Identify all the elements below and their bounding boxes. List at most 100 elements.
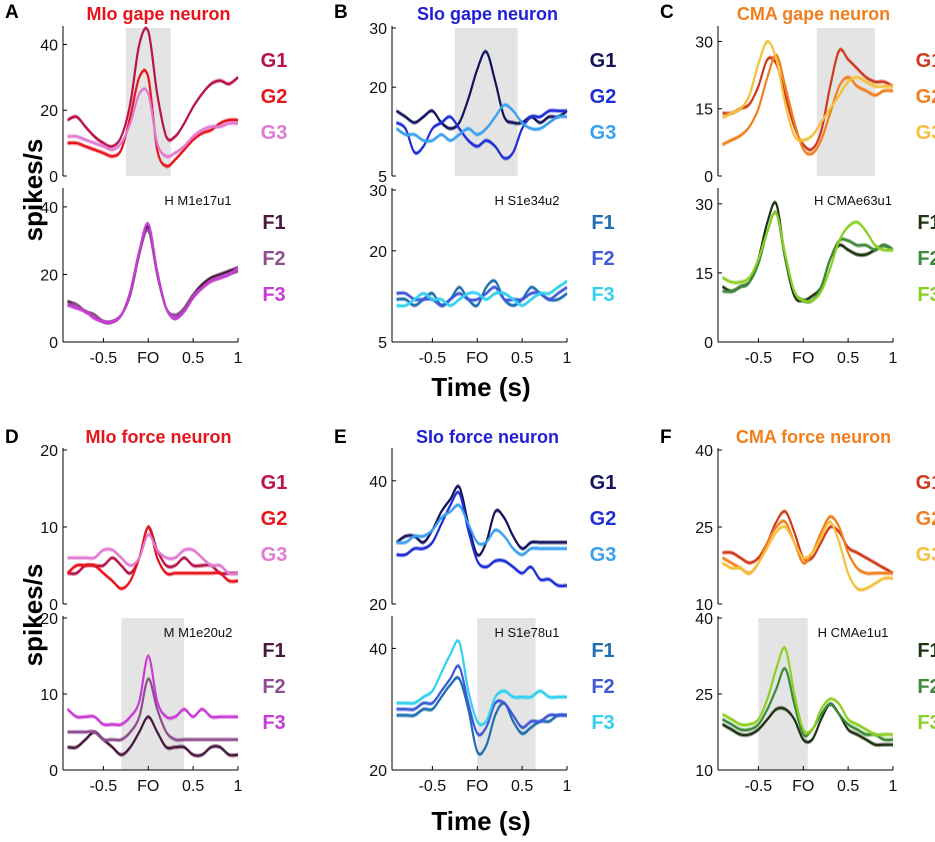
y-tick-label: 15	[695, 266, 713, 283]
series-line-G3	[67, 87, 239, 158]
subplot-bottom: 0 15 30 -0.5 FO 0.5 1 F1 F2 F3	[695, 188, 935, 367]
panel-C: C CMA gape neuron 0 15 30 G1 G2 G3 0 15 30 -0.5 FO 0.…	[660, 2, 935, 367]
highlight-window	[758, 618, 808, 770]
y-tick-label: 40	[369, 641, 387, 658]
series-line-G2	[722, 53, 894, 156]
x-tick-label: -0.5	[745, 350, 773, 367]
y-tick-label: 0	[49, 169, 58, 186]
y-tick-label: 20	[369, 597, 387, 614]
series-band-G1	[722, 509, 893, 576]
x-tick-label: FO	[466, 350, 488, 367]
legend-entry-F3: F3	[262, 712, 285, 734]
panel-letter: C	[660, 2, 674, 23]
legend-entry-G1: G1	[261, 50, 288, 72]
legend-entry-F1: F1	[917, 640, 935, 662]
y-tick-label: 20	[40, 103, 58, 120]
series-line-F2	[67, 677, 238, 742]
x-tick-label: 1	[563, 778, 572, 795]
y-tick-label: 10	[695, 763, 713, 780]
y-tick-label: 5	[378, 335, 387, 352]
y-axis-label-bottom: spikes/s	[18, 564, 48, 667]
legend-entry-F1: F1	[262, 640, 285, 662]
series-line-F3	[396, 639, 567, 726]
series-line-G3	[395, 103, 568, 143]
y-tick-label: 0	[704, 169, 713, 186]
legend-entry-G3: G3	[261, 544, 288, 566]
y-tick-label: 40	[695, 611, 713, 628]
series-band-F3	[722, 645, 893, 738]
series-line-G3	[396, 503, 567, 556]
legend-entry-F2: F2	[591, 676, 614, 698]
y-tick-label: 40	[369, 474, 387, 491]
y-tick-label: 40	[695, 443, 713, 460]
legend-entry-F1: F1	[591, 212, 614, 234]
y-tick-label: 10	[40, 520, 58, 537]
subplot-bottom: 5 20 30 -0.5 FO 0.5 1 F1 F2 F3	[369, 183, 614, 367]
series-line-F3	[67, 222, 239, 324]
x-tick-label: 0.5	[182, 778, 204, 795]
panel-title: SIo force neuron	[416, 427, 559, 447]
x-tick-label: 1	[563, 350, 572, 367]
series-line-G1	[395, 50, 568, 130]
panel-title: MIo gape neuron	[87, 4, 231, 24]
legend-entry-G2: G2	[916, 508, 935, 530]
legend-entry-G1: G1	[916, 472, 935, 494]
series-band-G3	[396, 502, 567, 557]
y-tick-label: 5	[378, 169, 387, 186]
series-line-G2	[395, 109, 567, 160]
y-tick-label: 20	[369, 244, 387, 261]
y-tick-label: 40	[40, 200, 58, 217]
y-tick-label: 30	[695, 34, 713, 51]
series-line-F2	[721, 667, 894, 742]
y-tick-label: 15	[695, 102, 713, 119]
panel-letter: F	[660, 427, 672, 448]
series-band-F3	[396, 279, 567, 309]
legend-entry-G2: G2	[261, 86, 288, 108]
series-line-F3	[721, 211, 894, 303]
subplot-top: 0 15 30 G1 G2 G3	[695, 26, 935, 186]
y-tick-label: 30	[369, 21, 387, 38]
y-tick-label: 0	[704, 335, 713, 352]
panel-letter: E	[334, 427, 347, 448]
y-tick-label: 40	[40, 37, 58, 54]
subplot-top: 0 20 40 G1 G2 G3	[40, 25, 288, 186]
subplot-top: 0 10 20 G1 G2 G3	[40, 443, 287, 614]
legend-entry-F2: F2	[591, 248, 614, 270]
legend-entry-G1: G1	[590, 50, 617, 72]
neuron-id: M M1e20u2	[164, 625, 233, 640]
x-tick-label: FO	[137, 778, 159, 795]
x-tick-label: -0.5	[90, 350, 118, 367]
series-line-F3	[396, 280, 568, 308]
neuron-id: H S1e78u1	[494, 625, 559, 640]
series-line-F3	[66, 654, 238, 727]
legend-entry-F3: F3	[591, 284, 614, 306]
series-band-F1	[67, 714, 238, 758]
legend-entry-F1: F1	[917, 212, 935, 234]
series-line-G1	[395, 485, 567, 557]
legend-entry-F3: F3	[262, 284, 285, 306]
subplot-top: 5 20 30 G1 G2 G3	[369, 21, 616, 186]
legend-entry-F2: F2	[262, 248, 285, 270]
x-tick-label: 1	[234, 350, 243, 367]
series-line-G3	[721, 520, 894, 592]
subplot-bottom: 0 20 40 -0.5 FO 0.5 1 F1 F2 F3	[40, 188, 286, 367]
series-line-F1	[721, 201, 894, 302]
panel-B: B SIo gape neuron 5 20 30 G1 G2 G3 5 20 30 -0.5 FO 0.…	[334, 2, 616, 367]
legend-entry-G2: G2	[590, 508, 617, 530]
legend-entry-G2: G2	[590, 86, 617, 108]
y-tick-label: 20	[369, 763, 387, 780]
y-tick-label: 0	[49, 763, 58, 780]
neuron-id: H CMAe1u1	[818, 625, 889, 640]
legend-entry-F1: F1	[591, 640, 614, 662]
x-tick-label: 1	[234, 778, 243, 795]
series-band-F3	[722, 210, 893, 304]
y-axis-label-top: spikes/s	[18, 139, 48, 242]
x-tick-label: 0.5	[511, 350, 533, 367]
y-tick-label: 10	[695, 597, 713, 614]
y-tick-label: 25	[695, 687, 713, 704]
x-tick-label: 1	[889, 778, 898, 795]
series-band-F1	[722, 200, 893, 304]
series-band-F3	[67, 221, 238, 325]
series-line-F2	[396, 664, 567, 737]
